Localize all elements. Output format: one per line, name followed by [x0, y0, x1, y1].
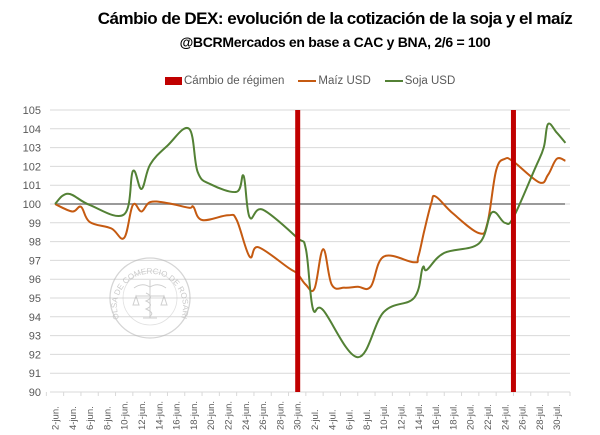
- y-tick-label-97: 97: [29, 255, 41, 267]
- x-tick-label: 30-jul.: [552, 404, 563, 430]
- watermark-inner-ring: [122, 270, 178, 326]
- chart-title: Cámbio de DEX: evolución de la cotizació…: [97, 9, 573, 28]
- legend-swatch-maiz: [298, 80, 317, 82]
- gridlines: [50, 109, 570, 374]
- x-tick-label: 14-jun.: [154, 401, 165, 430]
- y-tick-label-100: 100: [23, 199, 41, 211]
- x-tick-label: 18-jul.: [448, 404, 459, 430]
- watermark-text: BOLSA DE COMERCIO DE ROSARIO: [0, 0, 190, 321]
- x-axis-ticks: 2-jun. 4-jun. 6-jun. 8-jun. 10-jun. 12-jun. 14…: [45, 392, 571, 430]
- y-axis-ticks: 90 91 92 93 94 95 96 97 98 99 100 101 102 103 104 105: [23, 105, 41, 399]
- legend-label-regime: Cámbio de régimen: [184, 75, 285, 87]
- y-tick-label-102: 102: [23, 161, 41, 173]
- x-tick-label: 4-jun.: [68, 406, 79, 430]
- y-tick-label-95: 95: [29, 293, 41, 305]
- regime-change-bar-30-jun: [295, 110, 301, 392]
- x-tick-label: 8-jun.: [102, 406, 113, 430]
- x-tick-label: 6-jul.: [345, 409, 356, 430]
- x-tick-label: 12-jul.: [397, 404, 408, 430]
- y-tick-label-104: 104: [23, 124, 41, 136]
- regime-change-lines: [295, 110, 516, 392]
- x-tick-label: 14-jul.: [414, 404, 425, 430]
- x-tick-label: 12-jun.: [137, 401, 148, 430]
- legend-label-soja: Soja USD: [404, 75, 456, 87]
- y-tick-label-105: 105: [23, 105, 41, 117]
- chart-legend: Cámbio de régimen Maíz USD Soja USD: [165, 73, 469, 89]
- legend-swatch-soja: [384, 80, 403, 82]
- series-line-soja-usd: [54, 122, 567, 359]
- x-tick-label: 22-jul.: [483, 404, 494, 430]
- x-tick-label: 30-jun.: [293, 401, 304, 430]
- x-tick-label: 22-jun.: [224, 401, 235, 430]
- x-tick-label: 4-jul.: [327, 409, 338, 430]
- legend-item-regime: Cámbio de régimen: [165, 75, 284, 87]
- y-tick-label-103: 103: [23, 143, 41, 155]
- watermark-outer-ring: [109, 257, 191, 339]
- x-tick-label: 16-jun.: [172, 401, 183, 430]
- chart-subtitle: @BCRMercados en base a CAC y BNA, 2/6 = …: [179, 34, 491, 50]
- y-tick-label-90: 90: [29, 387, 41, 399]
- series-group: [54, 122, 567, 359]
- y-tick-label-93: 93: [29, 331, 41, 343]
- y-tick-label-98: 98: [29, 237, 41, 249]
- x-tick-label: 20-jun.: [206, 401, 217, 430]
- caduceus-icon: [132, 280, 168, 319]
- x-tick-label: 26-jun.: [258, 401, 269, 430]
- x-tick-label: 24-jun.: [241, 401, 252, 430]
- x-tick-label: 16-jul.: [431, 404, 442, 430]
- x-tick-label: 6-jun.: [85, 406, 96, 430]
- x-tick-label: 18-jun.: [189, 401, 200, 430]
- legend-label-maiz: Maíz USD: [318, 75, 371, 87]
- x-tick-label: 10-jul.: [379, 404, 390, 430]
- y-tick-label-96: 96: [29, 274, 41, 286]
- legend-item-maiz: Maíz USD: [298, 75, 371, 87]
- y-tick-label-94: 94: [29, 312, 41, 324]
- x-tick-label: 20-jul.: [466, 404, 477, 430]
- legend-swatch-regime: [165, 77, 182, 85]
- legend-item-soja: Soja USD: [384, 75, 456, 87]
- y-tick-label-101: 101: [23, 180, 41, 192]
- x-tick-label: 8-jul.: [362, 409, 373, 430]
- y-tick-label-92: 92: [29, 349, 41, 361]
- x-tick-label: 2-jun.: [51, 406, 62, 430]
- x-tick-label: 24-jul.: [500, 404, 511, 430]
- regime-change-bar-25-jul: [510, 110, 516, 392]
- x-tick-label: 26-jul.: [518, 404, 529, 430]
- x-tick-label: 28-jul.: [535, 404, 546, 430]
- y-tick-label-91: 91: [29, 368, 41, 380]
- y-tick-label-99: 99: [29, 218, 41, 230]
- x-tick-label: 2-jul.: [310, 409, 321, 430]
- x-tick-label: 28-jun.: [275, 401, 286, 430]
- x-tick-label: 10-jun.: [120, 401, 131, 430]
